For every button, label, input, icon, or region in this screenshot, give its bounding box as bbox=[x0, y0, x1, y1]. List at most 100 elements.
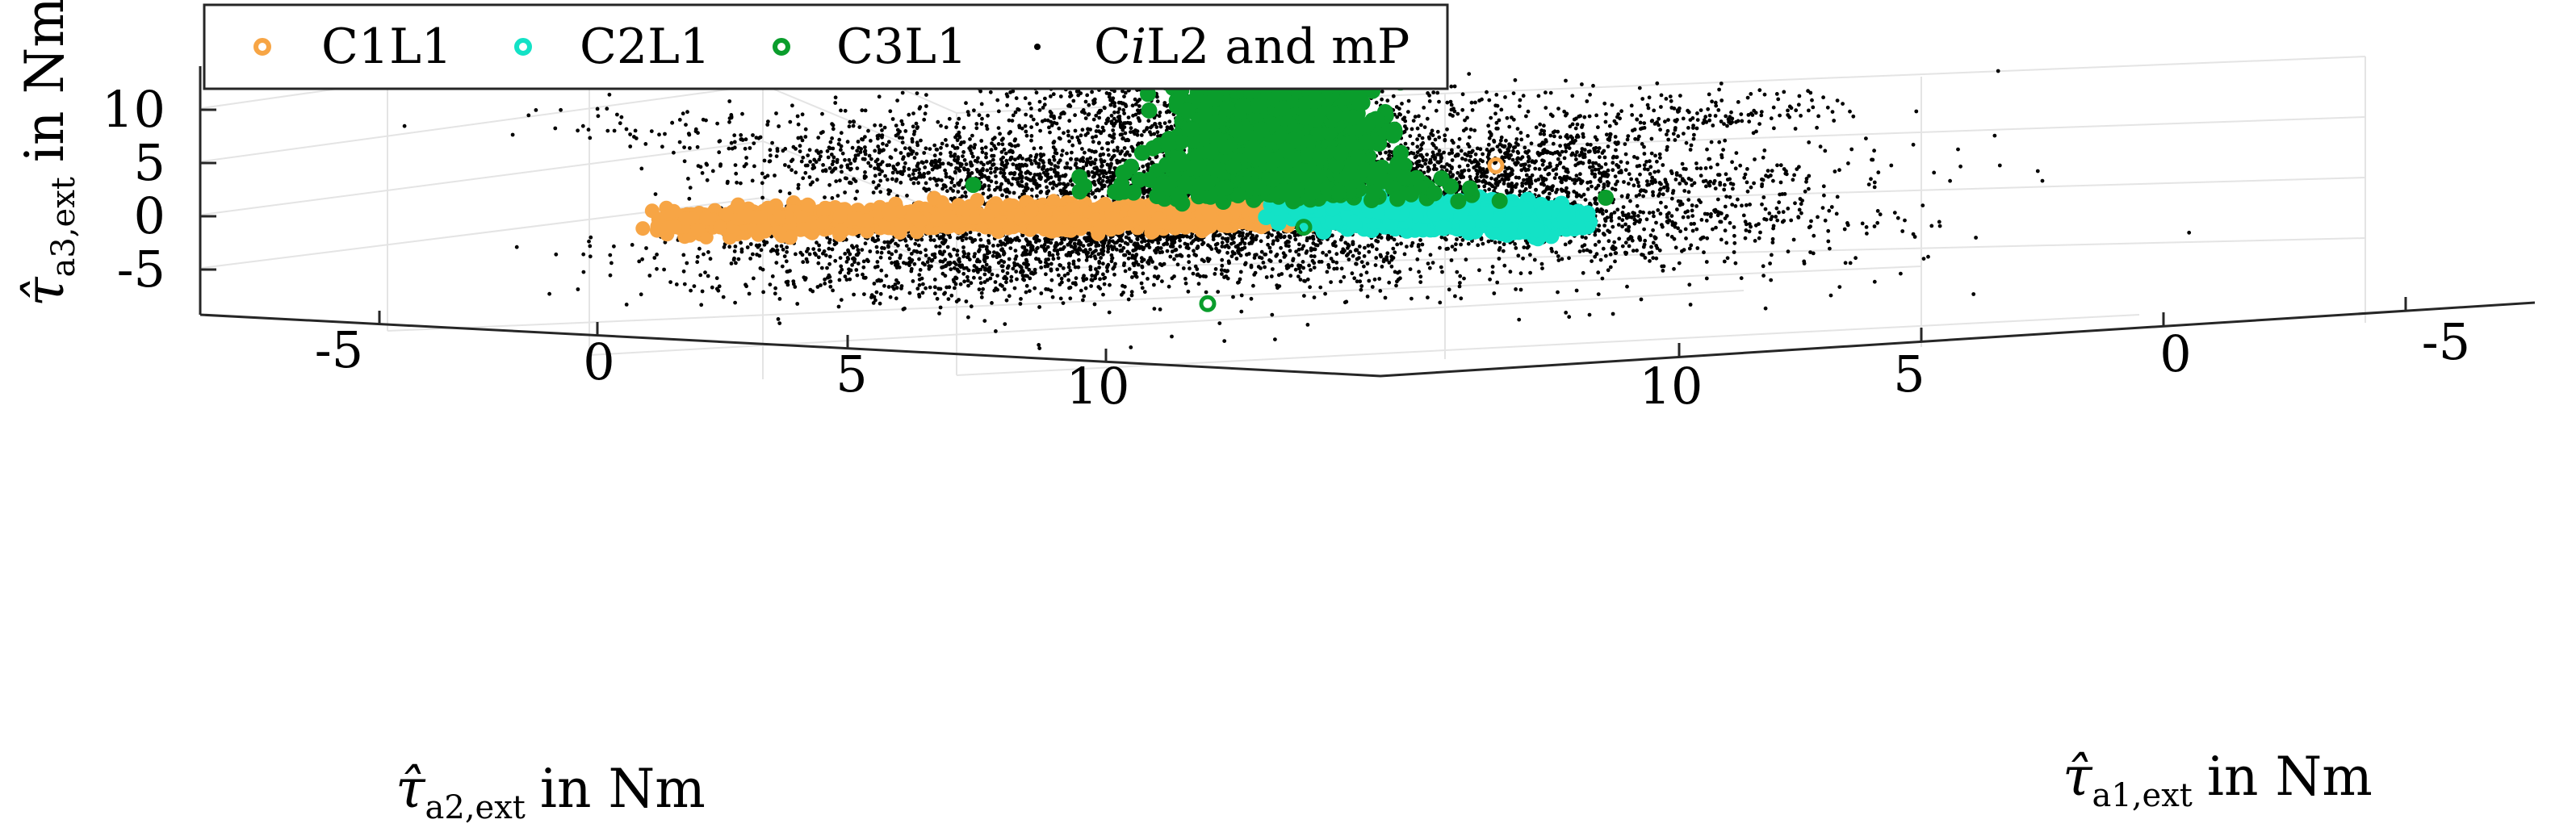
data-point bbox=[1797, 165, 1801, 169]
data-point bbox=[785, 282, 790, 287]
data-point bbox=[1037, 108, 1042, 112]
data-point bbox=[1023, 96, 1028, 101]
data-point bbox=[1654, 220, 1658, 225]
data-point bbox=[898, 256, 903, 260]
data-point bbox=[823, 282, 827, 286]
data-point bbox=[1425, 153, 1429, 157]
data-point bbox=[1612, 210, 1617, 215]
data-point bbox=[1719, 119, 1724, 123]
data-point bbox=[856, 261, 861, 265]
data-point bbox=[844, 260, 849, 264]
data-point bbox=[1740, 119, 1745, 123]
data-point bbox=[968, 137, 972, 141]
data-point bbox=[1673, 245, 1678, 250]
data-point bbox=[1635, 156, 1640, 161]
data-point bbox=[856, 248, 861, 253]
data-point bbox=[1619, 169, 1623, 174]
data-point bbox=[1108, 98, 1112, 102]
data-point bbox=[1666, 118, 1670, 123]
data-point bbox=[1698, 166, 1703, 171]
data-point bbox=[1084, 161, 1089, 165]
data-point bbox=[1167, 119, 1172, 124]
data-point bbox=[744, 284, 748, 289]
data-point bbox=[1489, 115, 1493, 120]
data-point bbox=[1051, 154, 1056, 159]
data-point bbox=[1435, 129, 1440, 134]
data-point bbox=[827, 237, 832, 242]
data-point bbox=[1702, 118, 1707, 123]
data-point bbox=[1043, 96, 1047, 101]
data-point bbox=[655, 266, 659, 271]
data-point bbox=[1614, 148, 1618, 153]
data-point bbox=[1620, 224, 1624, 229]
data-point bbox=[1573, 126, 1578, 131]
data-point bbox=[1014, 96, 1019, 101]
data-point bbox=[1472, 158, 1477, 162]
data-point bbox=[928, 237, 933, 242]
data-point bbox=[1671, 132, 1676, 136]
data-point bbox=[1620, 218, 1625, 223]
data-point bbox=[1725, 123, 1729, 128]
data-point bbox=[1088, 156, 1093, 161]
data-point bbox=[1613, 187, 1618, 192]
data-point bbox=[1017, 238, 1021, 243]
data-point bbox=[851, 245, 856, 250]
data-point bbox=[1574, 116, 1578, 121]
data-point bbox=[1606, 144, 1611, 148]
data-point bbox=[1038, 152, 1043, 157]
data-point bbox=[1774, 206, 1779, 211]
data-point bbox=[1086, 131, 1090, 136]
data-point bbox=[1467, 135, 1472, 140]
data-point bbox=[1486, 239, 1491, 244]
data-point bbox=[1872, 180, 1877, 185]
data-point bbox=[1564, 178, 1569, 182]
data-point bbox=[1642, 163, 1647, 168]
data-point bbox=[1548, 90, 1553, 95]
data-point bbox=[972, 145, 977, 150]
data-point bbox=[874, 245, 879, 249]
data-point bbox=[1652, 214, 1656, 219]
data-point bbox=[1717, 140, 1722, 144]
data-point bbox=[1099, 157, 1104, 162]
data-point bbox=[1560, 149, 1564, 154]
data-point bbox=[1083, 116, 1088, 121]
data-point bbox=[1551, 141, 1556, 146]
data-point bbox=[1713, 114, 1718, 118]
data-point bbox=[1487, 136, 1492, 140]
data-point bbox=[1642, 242, 1647, 247]
data-point bbox=[1665, 144, 1669, 149]
data-point bbox=[1103, 106, 1107, 111]
data-point bbox=[1124, 104, 1129, 109]
data-point bbox=[1449, 84, 1454, 89]
data-point bbox=[708, 257, 713, 261]
data-point bbox=[1415, 137, 1419, 142]
data-point bbox=[894, 133, 898, 138]
data-point bbox=[1038, 128, 1042, 133]
data-point bbox=[1778, 180, 1783, 185]
data-point bbox=[1596, 270, 1601, 275]
data-point bbox=[1550, 114, 1555, 119]
data-point bbox=[1564, 145, 1569, 150]
data-point bbox=[857, 125, 862, 130]
data-point bbox=[1024, 157, 1028, 162]
data-point bbox=[1568, 176, 1572, 181]
data-point bbox=[1635, 203, 1640, 208]
data-point bbox=[1112, 110, 1116, 115]
data-point bbox=[1591, 161, 1595, 165]
data-point bbox=[1630, 113, 1635, 117]
data-point bbox=[700, 289, 705, 294]
data-point bbox=[1639, 127, 1643, 132]
data-point bbox=[1820, 206, 1825, 210]
data-point bbox=[736, 257, 741, 261]
data-point bbox=[1920, 203, 1925, 207]
data-point bbox=[823, 253, 828, 257]
data-point bbox=[1567, 146, 1572, 151]
data-point bbox=[1562, 109, 1567, 114]
data-point bbox=[1767, 211, 1772, 215]
data-point bbox=[1111, 170, 1115, 175]
data-point bbox=[1778, 113, 1782, 118]
data-point bbox=[1450, 245, 1455, 249]
data-point bbox=[1772, 126, 1776, 131]
data-point bbox=[1637, 134, 1641, 139]
data-point bbox=[1715, 197, 1720, 202]
